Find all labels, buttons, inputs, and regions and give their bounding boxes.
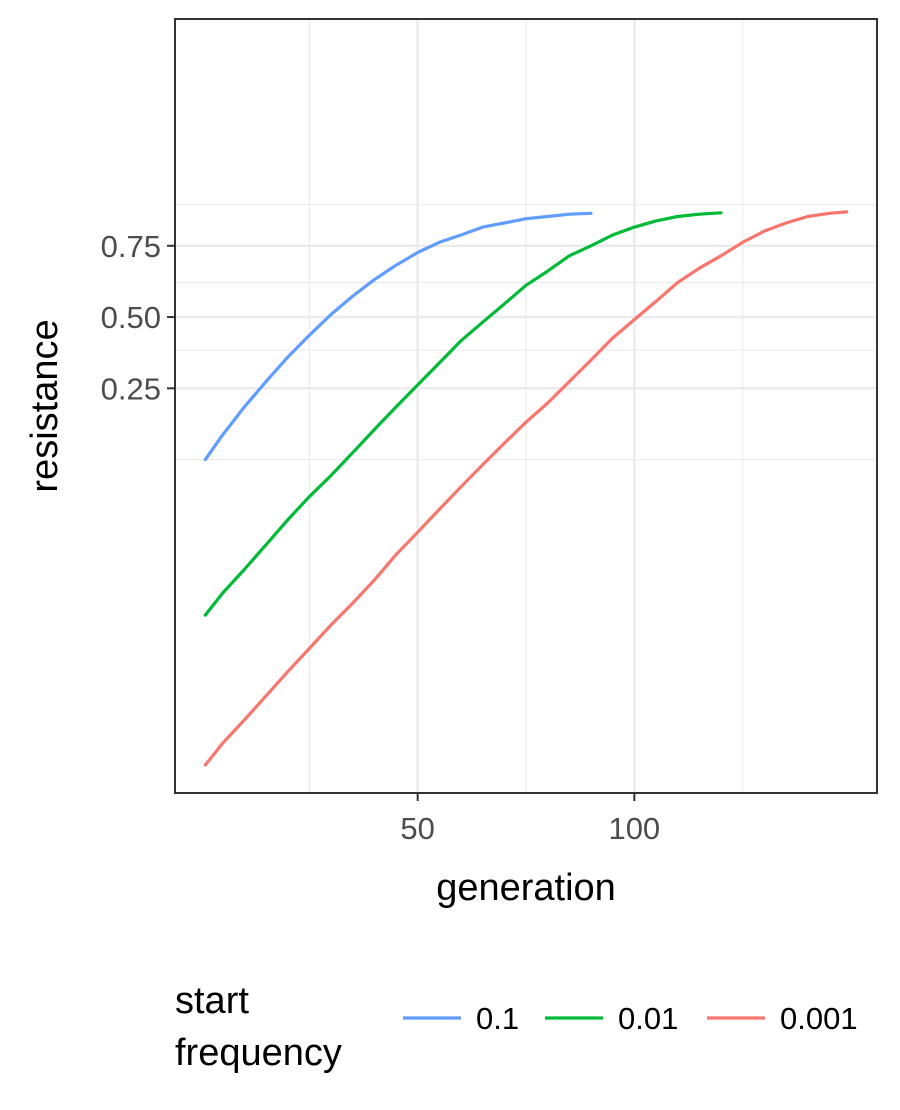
legend-items: 0.1 0.01 0.001 [403,1001,858,1036]
series-line-2 [203,210,849,767]
y-axis-title: resistance [24,319,66,492]
series-lines [203,210,849,767]
legend-label-0: 0.1 [476,1001,519,1036]
x-tick-label: 50 [400,811,434,846]
y-tick-label: 0.50 [101,300,161,335]
y-axis: 0.75 0.50 0.25 [101,229,175,406]
legend-title-line-2: frequency [175,1032,342,1074]
x-axis-title: generation [436,867,616,909]
panel-border [174,18,878,794]
legend: start frequency 0.1 0.01 0.001 [175,980,858,1074]
x-tick-label: 100 [608,811,660,846]
series-line-0 [203,211,593,462]
x-axis: 50 100 [400,793,660,846]
series-line-1 [203,211,723,617]
major-grid [175,19,877,793]
minor-grid [175,19,877,793]
legend-label-2: 0.001 [780,1001,858,1036]
y-tick-label: 0.25 [101,371,161,406]
legend-title-line-1: start [175,980,249,1022]
legend-label-1: 0.01 [618,1001,678,1036]
y-tick-label: 0.75 [101,229,161,264]
